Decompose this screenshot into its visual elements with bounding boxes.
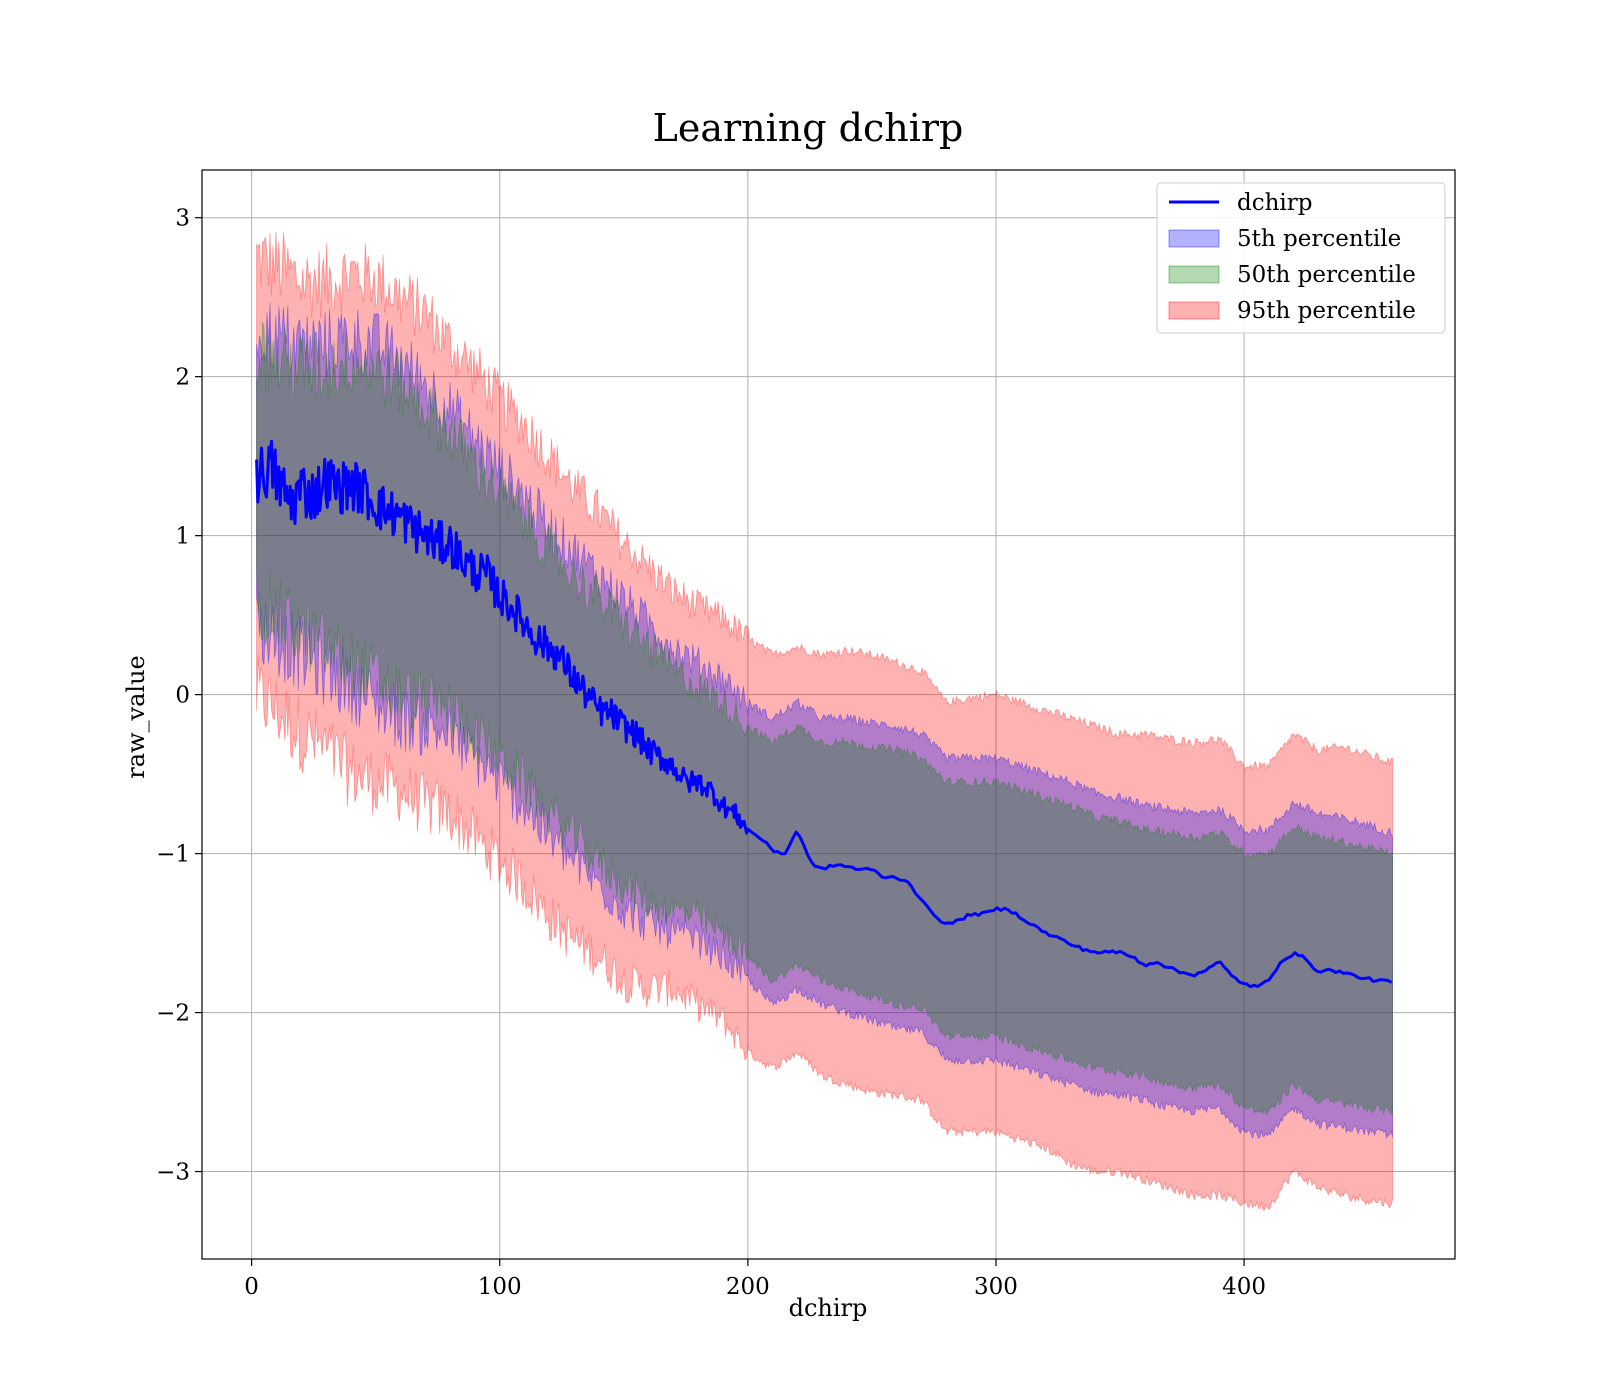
legend-swatch-band (1168, 301, 1220, 320)
y-axis-label: raw_value (122, 655, 150, 779)
x-tick-label: 200 (726, 1274, 770, 1300)
x-tick-label: 0 (244, 1274, 259, 1300)
series-line-dchirp (255, 439, 1393, 989)
y-tick-label: −1 (156, 842, 190, 868)
band-95th-percentile (256, 231, 1393, 1211)
y-tick-label: 0 (175, 683, 190, 709)
grid (202, 170, 1455, 1259)
chart-title: Learning dchirp (653, 106, 964, 150)
y-tick-label: −2 (156, 1001, 190, 1027)
x-tick-label: 400 (1222, 1274, 1266, 1300)
legend-box (1156, 182, 1446, 334)
percentile-bands (256, 231, 1393, 1211)
band-5th-percentile (256, 303, 1393, 1140)
y-tick-label: 2 (175, 365, 190, 391)
line-layer (255, 439, 1393, 989)
plot-area-frame (201, 169, 1456, 1260)
x-tick-label: 100 (478, 1274, 522, 1300)
y-tick-label: −3 (156, 1160, 190, 1186)
axis-ticks: 0 100 200 300 400 3 2 1 0 −1 −2 −3 (156, 206, 1266, 1300)
x-axis-label: dchirp (789, 1294, 868, 1322)
band-50th-percentile (256, 322, 1393, 1116)
legend-label: 95th percentile (1237, 298, 1416, 324)
x-tick-label: 300 (974, 1274, 1018, 1300)
legend: dchirp 5th percentile 50th percentile 95th … (1156, 182, 1446, 334)
y-tick-label: 3 (175, 206, 190, 232)
legend-label: 5th percentile (1237, 226, 1401, 252)
y-tick-label: 1 (175, 524, 190, 550)
legend-label: dchirp (1237, 190, 1313, 216)
legend-label: 50th percentile (1237, 262, 1416, 288)
legend-swatch-band (1168, 265, 1220, 284)
legend-swatch-band (1168, 229, 1220, 248)
